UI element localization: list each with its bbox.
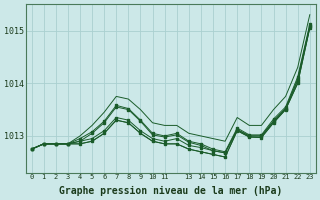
X-axis label: Graphe pression niveau de la mer (hPa): Graphe pression niveau de la mer (hPa) — [59, 186, 282, 196]
